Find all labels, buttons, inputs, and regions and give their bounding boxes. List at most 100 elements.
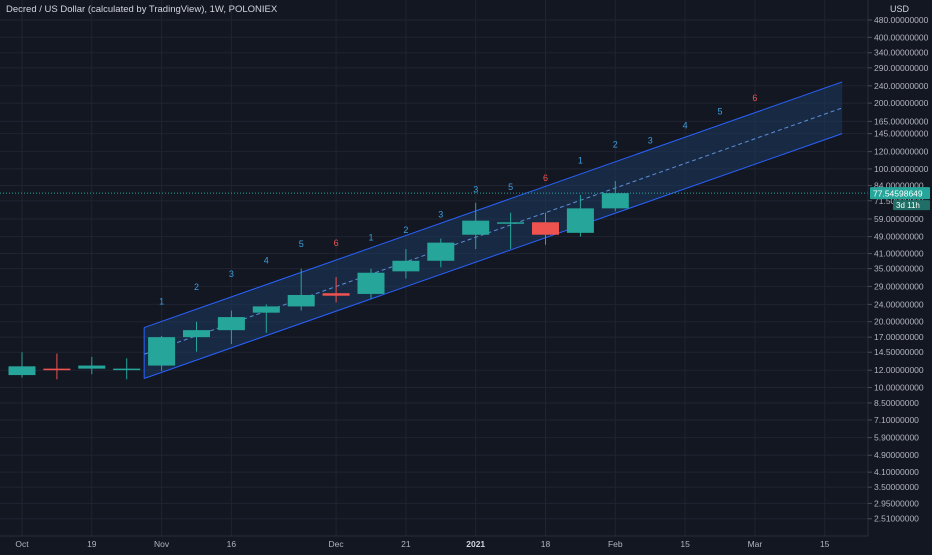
wave-count-label: 5 bbox=[717, 107, 722, 117]
price-tick-label: 49.00000000 bbox=[874, 232, 924, 242]
currency-label[interactable]: USD bbox=[890, 4, 910, 14]
candle bbox=[532, 212, 559, 245]
wave-count-label: 4 bbox=[683, 121, 688, 131]
price-tick-label: 2.95000000 bbox=[874, 498, 919, 508]
candle bbox=[8, 352, 36, 378]
channel-fill bbox=[144, 81, 843, 379]
price-tick-label: 165.00000000 bbox=[874, 116, 929, 126]
candle-body bbox=[601, 193, 629, 209]
wave-count-label: 2 bbox=[613, 140, 618, 150]
candle bbox=[322, 277, 350, 303]
price-tick-label: 24.00000000 bbox=[874, 299, 924, 309]
wave-count-label: 2 bbox=[194, 282, 199, 292]
price-tick-label: 4.10000000 bbox=[874, 467, 919, 477]
price-tick-label: 100.00000000 bbox=[874, 164, 929, 174]
price-tick-label: 20.00000000 bbox=[874, 317, 924, 327]
current-price-tag-bg bbox=[870, 187, 930, 200]
wave-count-label: 1 bbox=[578, 155, 583, 165]
candle bbox=[566, 194, 594, 237]
price-tick-label: 41.00000000 bbox=[874, 249, 924, 259]
current-price-tag: 77.54598649 3d 11h bbox=[870, 187, 930, 211]
channel-mid-line bbox=[143, 107, 843, 355]
price-tick-label: 17.00000000 bbox=[874, 332, 924, 342]
candle-body bbox=[252, 306, 280, 313]
price-tick-label: 400.00000000 bbox=[874, 32, 929, 42]
candle-body bbox=[497, 222, 525, 224]
price-tick-label: 290.00000000 bbox=[874, 63, 929, 73]
wave-count-label: 1 bbox=[368, 233, 373, 243]
current-price-value: 77.54598649 bbox=[873, 189, 923, 199]
price-tick-label: 240.00000000 bbox=[874, 81, 929, 91]
price-tick-label: 145.00000000 bbox=[874, 129, 929, 139]
price-axis-bg bbox=[868, 0, 932, 550]
price-tick-label: 12.00000000 bbox=[874, 365, 924, 375]
price-tick-label: 35.00000000 bbox=[874, 264, 924, 274]
candle bbox=[43, 353, 71, 380]
candle-body bbox=[217, 317, 245, 331]
time-tick-label: Dec bbox=[329, 539, 345, 549]
wave-count-label: 5 bbox=[299, 239, 304, 249]
price-tick-label: 200.00000000 bbox=[874, 98, 929, 108]
candle-body bbox=[8, 366, 36, 376]
wave-count-label: 4 bbox=[264, 255, 269, 265]
price-tick-label: 14.50000000 bbox=[874, 347, 924, 357]
time-axis-bg bbox=[0, 536, 868, 550]
time-tick-label: 2021 bbox=[466, 539, 485, 549]
candle-body bbox=[392, 260, 420, 272]
candle bbox=[497, 212, 525, 250]
candle-body bbox=[427, 242, 455, 261]
candle-body bbox=[43, 368, 71, 371]
price-tick-label: 29.00000000 bbox=[874, 281, 924, 291]
candle bbox=[392, 249, 420, 279]
time-tick-label: Nov bbox=[154, 539, 170, 549]
wave-count-label: 6 bbox=[752, 93, 757, 103]
wave-count-label: 3 bbox=[473, 185, 478, 195]
channel-upper-line bbox=[143, 81, 843, 329]
wave-count-label: 5 bbox=[508, 182, 513, 192]
time-tick-label: 15 bbox=[820, 539, 830, 549]
candle bbox=[217, 310, 245, 345]
candle bbox=[287, 268, 315, 311]
price-tick-label: 5.90000000 bbox=[874, 433, 919, 443]
candle bbox=[357, 268, 385, 299]
wave-count-label: 6 bbox=[543, 173, 548, 183]
time-tick-label: Mar bbox=[748, 539, 763, 549]
candle-body bbox=[462, 220, 490, 235]
wave-count-label: 3 bbox=[438, 209, 443, 219]
countdown-tag-bg bbox=[893, 200, 930, 211]
wave-count-label: 1 bbox=[159, 296, 164, 306]
candle bbox=[427, 238, 455, 268]
price-tick-label: 84.00000000 bbox=[874, 180, 924, 190]
price-tick-label: 480.00000000 bbox=[874, 15, 929, 25]
candle-body bbox=[78, 365, 106, 369]
time-tick-label: 19 bbox=[87, 539, 97, 549]
wave-count-labels: 1 2 3 4 5 6 1 2 3 3 5 6 1 2 3 4 5 6 bbox=[159, 93, 757, 307]
price-tick-label: 8.50000000 bbox=[874, 398, 919, 408]
price-axis: 480.00000000 400.00000000 340.00000000 290.… bbox=[867, 0, 932, 550]
candle-body bbox=[322, 293, 350, 296]
regression-channel bbox=[143, 81, 843, 379]
candle-body bbox=[532, 222, 559, 235]
price-tick-label: 10.00000000 bbox=[874, 383, 924, 393]
wave-count-label: 6 bbox=[334, 238, 339, 248]
price-tick-label: 59.00000000 bbox=[874, 214, 924, 224]
time-tick-label: Feb bbox=[608, 539, 623, 549]
price-tick-label: 340.00000000 bbox=[874, 48, 929, 58]
chart-title: Decred / US Dollar (calculated by Tradin… bbox=[6, 4, 278, 15]
time-tick-label: Oct bbox=[15, 539, 29, 549]
candle bbox=[148, 336, 176, 372]
candle-body bbox=[148, 337, 176, 366]
price-tick-label: 7.10000000 bbox=[874, 415, 919, 425]
price-tick-label: 2.51000000 bbox=[874, 514, 919, 524]
countdown-value: 3d 11h bbox=[896, 201, 920, 210]
time-tick-label: 16 bbox=[227, 539, 237, 549]
wave-count-label: 3 bbox=[648, 135, 653, 145]
wave-count-label: 3 bbox=[229, 269, 234, 279]
candle-body bbox=[287, 294, 315, 307]
candle-body bbox=[566, 208, 594, 233]
price-tick-label: 120.00000000 bbox=[874, 147, 929, 157]
candle bbox=[78, 356, 106, 375]
